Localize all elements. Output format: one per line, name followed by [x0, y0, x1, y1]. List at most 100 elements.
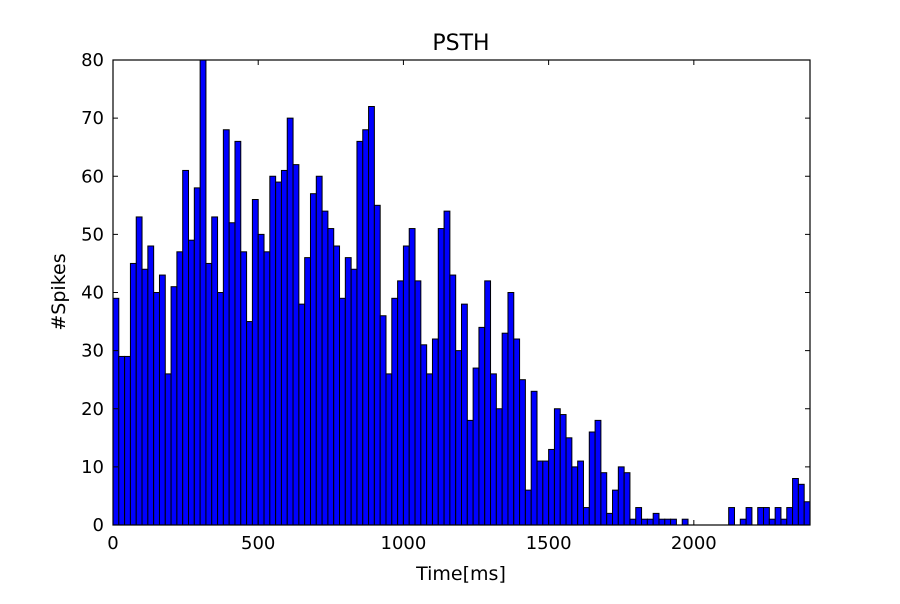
- histogram-bar: [629, 518, 637, 526]
- y-axis: 0 10 20 30 40 50 60 70 80: [81, 50, 810, 536]
- histogram-bar: [443, 210, 451, 526]
- histogram-bar: [484, 280, 492, 526]
- histogram-bar: [240, 251, 248, 526]
- histogram-bar: [646, 518, 654, 526]
- y-tick-label: 50: [81, 224, 104, 245]
- histogram-bar: [164, 373, 172, 526]
- histogram-bar: [257, 233, 265, 526]
- histogram-bar: [565, 437, 573, 526]
- histogram-bar: [780, 518, 788, 526]
- histogram-bar: [141, 268, 149, 526]
- histogram-bar: [745, 507, 753, 526]
- histogram-bar: [536, 460, 544, 526]
- x-tick-label: 500: [241, 533, 275, 554]
- histogram-bar: [542, 460, 550, 526]
- histogram-bar: [524, 489, 532, 526]
- histogram-bar: [199, 59, 207, 526]
- histogram-bar: [246, 321, 253, 526]
- histogram-bar: [606, 512, 614, 526]
- y-tick-label: 20: [81, 399, 104, 420]
- histogram-bar: [553, 408, 561, 526]
- histogram-bar: [304, 257, 311, 526]
- histogram-bar: [350, 268, 358, 526]
- histogram-bar: [635, 507, 643, 526]
- histogram-bar: [641, 518, 648, 526]
- histogram-bar: [612, 489, 619, 526]
- x-axis-label: Time[ms]: [415, 563, 506, 585]
- histogram-bar: [391, 297, 399, 526]
- histogram-bar: [321, 210, 329, 526]
- histogram-bar: [315, 175, 323, 526]
- histogram-bar: [757, 507, 765, 526]
- histogram-bar: [217, 292, 224, 526]
- histogram-bar: [507, 292, 515, 526]
- histogram-bar: [269, 175, 277, 526]
- histogram-bar: [495, 408, 503, 526]
- y-tick-label: 10: [81, 457, 104, 478]
- histogram-bar: [129, 262, 137, 526]
- histogram-bar: [571, 466, 579, 526]
- histogram-bar: [559, 414, 567, 526]
- histogram-bar: [222, 129, 230, 526]
- histogram-bar: [170, 286, 178, 526]
- x-axis: 0 500 1000 1500 2000: [107, 60, 717, 554]
- histogram-bar: [472, 367, 480, 526]
- y-tick-label: 80: [81, 50, 104, 71]
- histogram-bar: [205, 262, 213, 526]
- histogram-bar: [530, 390, 538, 526]
- histogram-bar: [298, 303, 306, 526]
- histogram-bar: [588, 431, 596, 526]
- histogram-bar: [280, 169, 288, 526]
- histogram-bar: [275, 181, 282, 526]
- histogram-bar: [420, 344, 428, 526]
- histogram-bar: [548, 448, 555, 526]
- histogram-bar: [362, 129, 370, 526]
- y-tick-label: 70: [81, 108, 104, 129]
- histogram-bar: [228, 222, 236, 526]
- histogram-bar: [594, 419, 602, 526]
- histogram-bar: [786, 507, 794, 526]
- histogram-bar: [397, 280, 404, 526]
- histogram-bar: [803, 501, 811, 526]
- histogram-bar: [153, 292, 160, 526]
- histogram-bar: [455, 350, 463, 526]
- histogram-bar: [617, 466, 625, 526]
- histogram-bar: [234, 140, 242, 526]
- histogram-bar: [292, 164, 300, 526]
- histogram-bar: [519, 379, 526, 526]
- histogram-bar: [623, 472, 631, 526]
- chart-title: PSTH: [432, 31, 489, 56]
- histogram-bar: [385, 373, 393, 526]
- histogram-bar: [333, 245, 341, 526]
- histogram-bar: [431, 338, 439, 526]
- histogram-bar: [147, 245, 155, 526]
- histogram-bar: [449, 274, 457, 526]
- histogram-bar: [327, 228, 335, 526]
- histogram-bar: [664, 518, 672, 526]
- y-tick-label: 0: [93, 515, 104, 536]
- histogram-bar: [763, 507, 770, 526]
- histogram-bar: [681, 518, 689, 526]
- histogram-bar: [211, 216, 219, 526]
- histogram-bar: [600, 472, 608, 526]
- y-tick-label: 40: [81, 283, 104, 304]
- histogram-bar: [251, 199, 259, 526]
- histogram-bar: [513, 338, 521, 526]
- histogram-bar: [309, 193, 317, 526]
- histogram-bar: [739, 518, 747, 526]
- histogram-bar: [658, 518, 666, 526]
- histogram-bar: [356, 140, 364, 526]
- histogram-bar: [577, 460, 584, 526]
- histogram-bar: [490, 373, 497, 526]
- histogram-bar: [286, 117, 294, 526]
- histogram-bar: [124, 355, 131, 526]
- histogram-bar: [501, 332, 509, 526]
- histogram-bar: [379, 315, 387, 526]
- x-tick-label: 1000: [381, 533, 427, 554]
- histogram-bar: [402, 245, 410, 526]
- histogram-bar: [408, 228, 416, 526]
- histogram-bar: [158, 274, 166, 526]
- histogram-bar: [368, 106, 375, 526]
